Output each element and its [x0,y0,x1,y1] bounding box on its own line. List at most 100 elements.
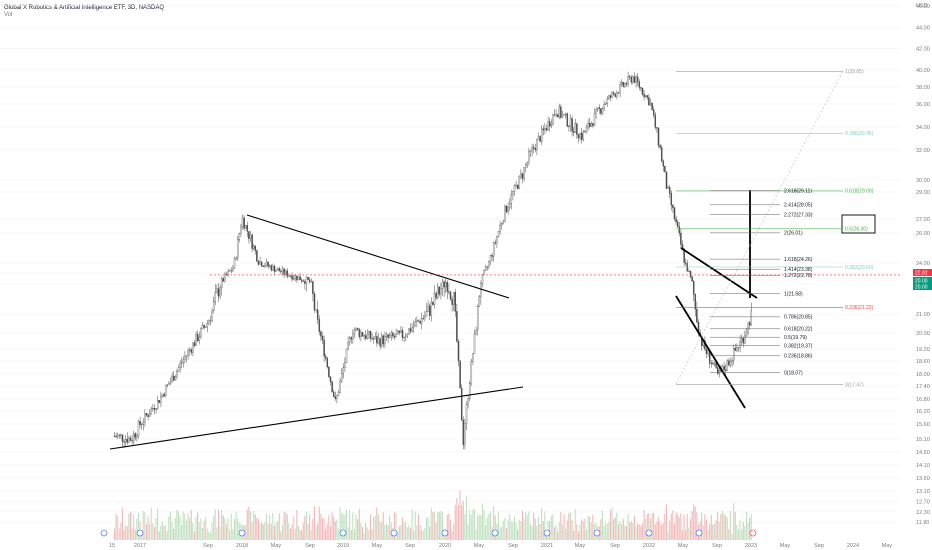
candle-body [707,350,709,354]
candle-body [216,288,218,293]
volume-bar [185,520,187,540]
volume-bar [526,515,528,540]
candle-body [219,287,221,297]
candle-body [568,126,570,128]
candle-body [251,234,253,249]
volume-bar [643,509,645,540]
volume-bar [544,511,546,540]
candle-body [465,404,468,424]
volume-bar [246,509,248,540]
candle-body [201,325,204,329]
volume-bar [497,511,499,540]
volume-bar [152,523,154,540]
volume-bar [489,511,491,540]
candle-body [507,207,509,212]
volume-bar [280,531,282,540]
candle-body [449,292,452,300]
volume-bar [297,525,299,540]
volume-bar [150,507,152,540]
candle-body [156,400,159,409]
volume-bar [158,531,160,540]
volume-bar [120,523,122,540]
candle-body [628,76,631,78]
volume-bar [113,528,115,540]
candle-body [408,328,410,335]
volume-bar [190,510,192,540]
candle-body [121,434,124,442]
volume-bar [288,523,290,540]
volume-bar [737,529,739,540]
price-tick-label: 18.60 [916,359,930,365]
volume-bar [446,514,448,540]
candle-body [265,261,268,267]
candle-body [252,245,255,249]
volume-bar [381,522,383,540]
volume-bar [717,512,719,540]
candle-body [558,106,561,118]
volume-bar [534,518,536,540]
volume-bar [473,509,475,540]
candle-body [617,92,620,94]
candle-body [297,276,300,281]
candle-body [281,268,284,273]
volume-bar [121,508,123,540]
candle-body [273,265,276,272]
volume-bar [729,510,731,540]
volume-bar [270,523,272,540]
volume-bar [382,512,384,540]
volume-bar [315,527,317,540]
candle-body [569,118,572,127]
candle-body [750,310,753,326]
candle-body [320,331,322,337]
price-tick-label: 13.60 [916,476,930,482]
price-tag-box [913,283,932,290]
candle-body [254,245,257,251]
candle-body [361,332,364,337]
volume-bar [581,519,583,540]
volume-bar [433,511,435,540]
volume-bar [144,512,146,540]
candle-body [630,76,633,83]
volume-bar [569,512,571,540]
candle-body [616,92,618,97]
volume-bar [645,519,647,540]
candle-body [705,348,708,354]
volume-bar [441,512,443,540]
volume-bar [398,526,400,540]
volume-bar [192,522,194,540]
volume-bar [438,511,440,540]
volume-bar [173,528,175,540]
candle-body [510,194,513,205]
volume-bar [475,529,477,540]
candle-body [740,338,743,342]
time-tick-label: 2020 [439,543,451,549]
candle-body [665,171,668,189]
candle-body [193,342,196,346]
volume-bar [229,530,231,540]
candle-body [494,242,497,244]
volume-bar [741,529,743,540]
fib-retracement-label: 0.618(29.09) [845,189,874,195]
volume-bar [296,509,298,540]
price-tick-label: 12.70 [916,499,930,505]
volume-bar [397,531,399,540]
candle-body [382,335,385,345]
candle-body [371,338,373,340]
candle-body [710,362,713,364]
candle-body [676,221,679,227]
candle-body [620,82,623,85]
volume-bar [211,522,213,540]
volume-bar [437,512,439,540]
time-axis[interactable]: 15 2017 Sep 2018 May Sep 2019 May Sep 2020 May Sep 2… [100,529,892,549]
volume-bar [409,528,411,540]
candle-body [360,332,362,337]
candle-body [531,146,533,151]
volume-bar [321,517,323,540]
volume-bar [163,525,165,540]
candle-body [500,223,503,226]
volume-bar [176,509,178,540]
volume-bar [333,516,335,540]
candle-body [745,332,748,337]
